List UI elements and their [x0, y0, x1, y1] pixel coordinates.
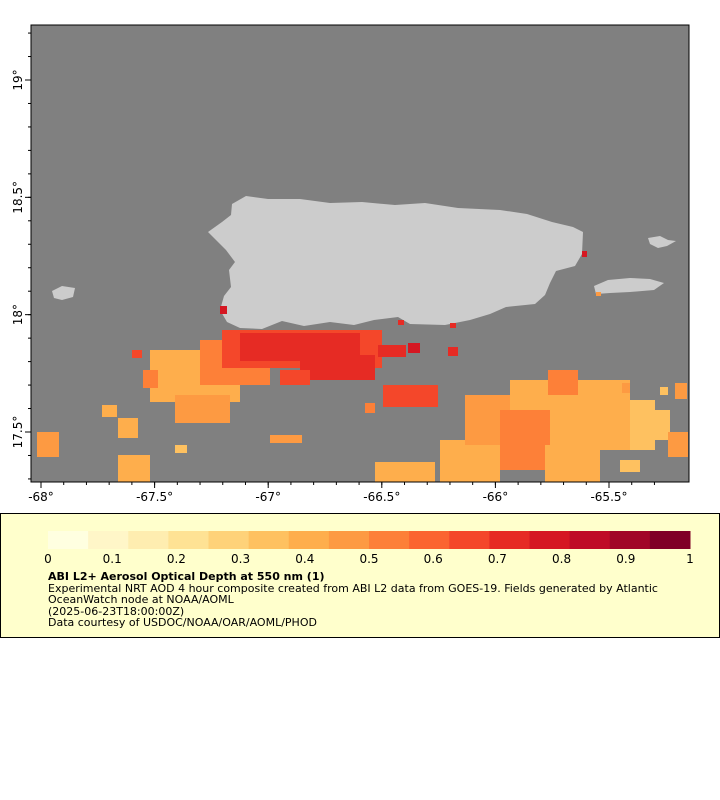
aod-blob: [675, 383, 687, 399]
map-frame: [30, 24, 690, 483]
caption: ABI L2+ Aerosol Optical Depth at 550 nm …: [48, 571, 708, 629]
puerto-rico-land: [208, 196, 583, 329]
colorbar-swatch: [208, 531, 250, 549]
x-tick-label: -66°: [483, 490, 509, 504]
aod-blob: [582, 251, 587, 257]
colorbar-tick-label: 0.6: [424, 552, 443, 566]
aod-blob: [660, 387, 668, 395]
y-tick-label: 18.5°: [11, 181, 25, 214]
mona-island: [52, 286, 75, 300]
legend-panel: 0 0.1 0.2 0.3 0.4 0.5 0.6 0.7 0.8 0.9 1 ABI L2+ Ae…: [0, 513, 720, 638]
colorbar-swatch: [48, 531, 89, 549]
vieques-island: [594, 278, 664, 294]
aod-blob: [132, 350, 142, 358]
aod-blob: [383, 385, 438, 407]
aod-blob: [622, 383, 630, 393]
colorbar-swatch: [609, 531, 651, 549]
y-tick-label: 17.5°: [11, 416, 25, 449]
aod-blob: [655, 410, 670, 440]
colorbar-tick-label: 0.2: [167, 552, 186, 566]
aod-blob: [500, 410, 550, 470]
aod-blob: [450, 323, 456, 328]
colorbar-swatch: [88, 531, 129, 549]
colorbar-tick-label: 0.1: [103, 552, 122, 566]
aod-blob: [378, 345, 406, 357]
aod-blob: [408, 343, 420, 353]
colorbar-tick-label: 0.7: [488, 552, 507, 566]
caption-timestamp: (2025-06-23T18:00:00Z): [48, 604, 185, 618]
latitude-axis: 19° 18.5° 18° 17.5°: [11, 32, 31, 480]
caption-credit: Data courtesy of USDOC/NOAA/OAR/AOML/PHO…: [48, 616, 317, 629]
colorbar-tick-label: 0.5: [359, 552, 378, 566]
aod-blob: [548, 370, 578, 395]
aod-blob: [448, 347, 458, 356]
colorbar: 0 0.1 0.2 0.3 0.4 0.5 0.6 0.7 0.8 0.9 1: [44, 531, 694, 566]
aod-blob: [668, 432, 688, 457]
colorbar-swatch: [489, 531, 530, 549]
caption-description: Experimental NRT AOD 4 hour composite cr…: [48, 581, 658, 606]
x-tick-label: -67°: [255, 490, 281, 504]
aod-blob: [440, 440, 500, 482]
colorbar-tick-label: 0.3: [231, 552, 250, 566]
aod-blob: [118, 418, 138, 438]
colorbar-swatch: [288, 531, 330, 549]
colorbar-swatch: [529, 531, 571, 549]
longitude-axis: -68° -67.5° -67° -66.5° -66° -65.5°: [28, 482, 655, 504]
aod-blob: [175, 445, 187, 453]
colorbar-swatch: [168, 531, 209, 549]
aod-blob: [398, 320, 404, 325]
aod-blob: [37, 432, 59, 457]
colorbar-swatches: [48, 531, 691, 549]
colorbar-tick-label: 1: [686, 552, 694, 566]
aod-blob: [375, 462, 435, 482]
aod-blob: [630, 400, 655, 450]
caption-title: ABI L2+ Aerosol Optical Depth at 550 nm …: [48, 570, 325, 583]
y-tick-label: 19°: [11, 69, 25, 90]
y-tick-label: 18°: [11, 304, 25, 325]
colorbar-swatch: [569, 531, 611, 549]
colorbar-swatch: [328, 531, 370, 549]
culebra-island: [648, 236, 676, 248]
aod-blob: [280, 370, 310, 385]
aod-blob: [365, 403, 375, 413]
colorbar-swatch: [409, 531, 450, 549]
aod-blob: [620, 460, 640, 472]
colorbar-tick-label: 0.4: [295, 552, 314, 566]
aod-blob: [300, 355, 375, 380]
aod-blob: [596, 292, 601, 296]
x-tick-label: -67.5°: [136, 490, 173, 504]
aod-blob: [270, 435, 302, 443]
aod-field: [37, 251, 688, 482]
x-tick-label: -66.5°: [363, 490, 400, 504]
aod-blob: [118, 455, 150, 482]
colorbar-tick-label: 0.9: [616, 552, 635, 566]
aod-blob: [143, 370, 158, 388]
colorbar-swatch: [248, 531, 290, 549]
aod-blob: [175, 395, 230, 423]
colorbar-swatch: [449, 531, 490, 549]
aod-blob: [220, 306, 227, 314]
aod-blob: [102, 405, 117, 417]
colorbar-swatch: [128, 531, 169, 549]
x-tick-label: -65.5°: [590, 490, 627, 504]
x-tick-label: -68°: [28, 490, 54, 504]
colorbar-swatch: [369, 531, 410, 549]
map-canvas: -68° -67.5° -67° -66.5° -66° -65.5° 19°18.5°1…: [11, 24, 690, 504]
colorbar-swatch: [649, 531, 691, 549]
colorbar-tick-label: 0.8: [552, 552, 571, 566]
aod-blob: [545, 445, 600, 482]
colorbar-tick-labels: 0 0.1 0.2 0.3 0.4 0.5 0.6 0.7 0.8 0.9 1: [44, 552, 694, 566]
colorbar-tick-label: 0: [44, 552, 52, 566]
